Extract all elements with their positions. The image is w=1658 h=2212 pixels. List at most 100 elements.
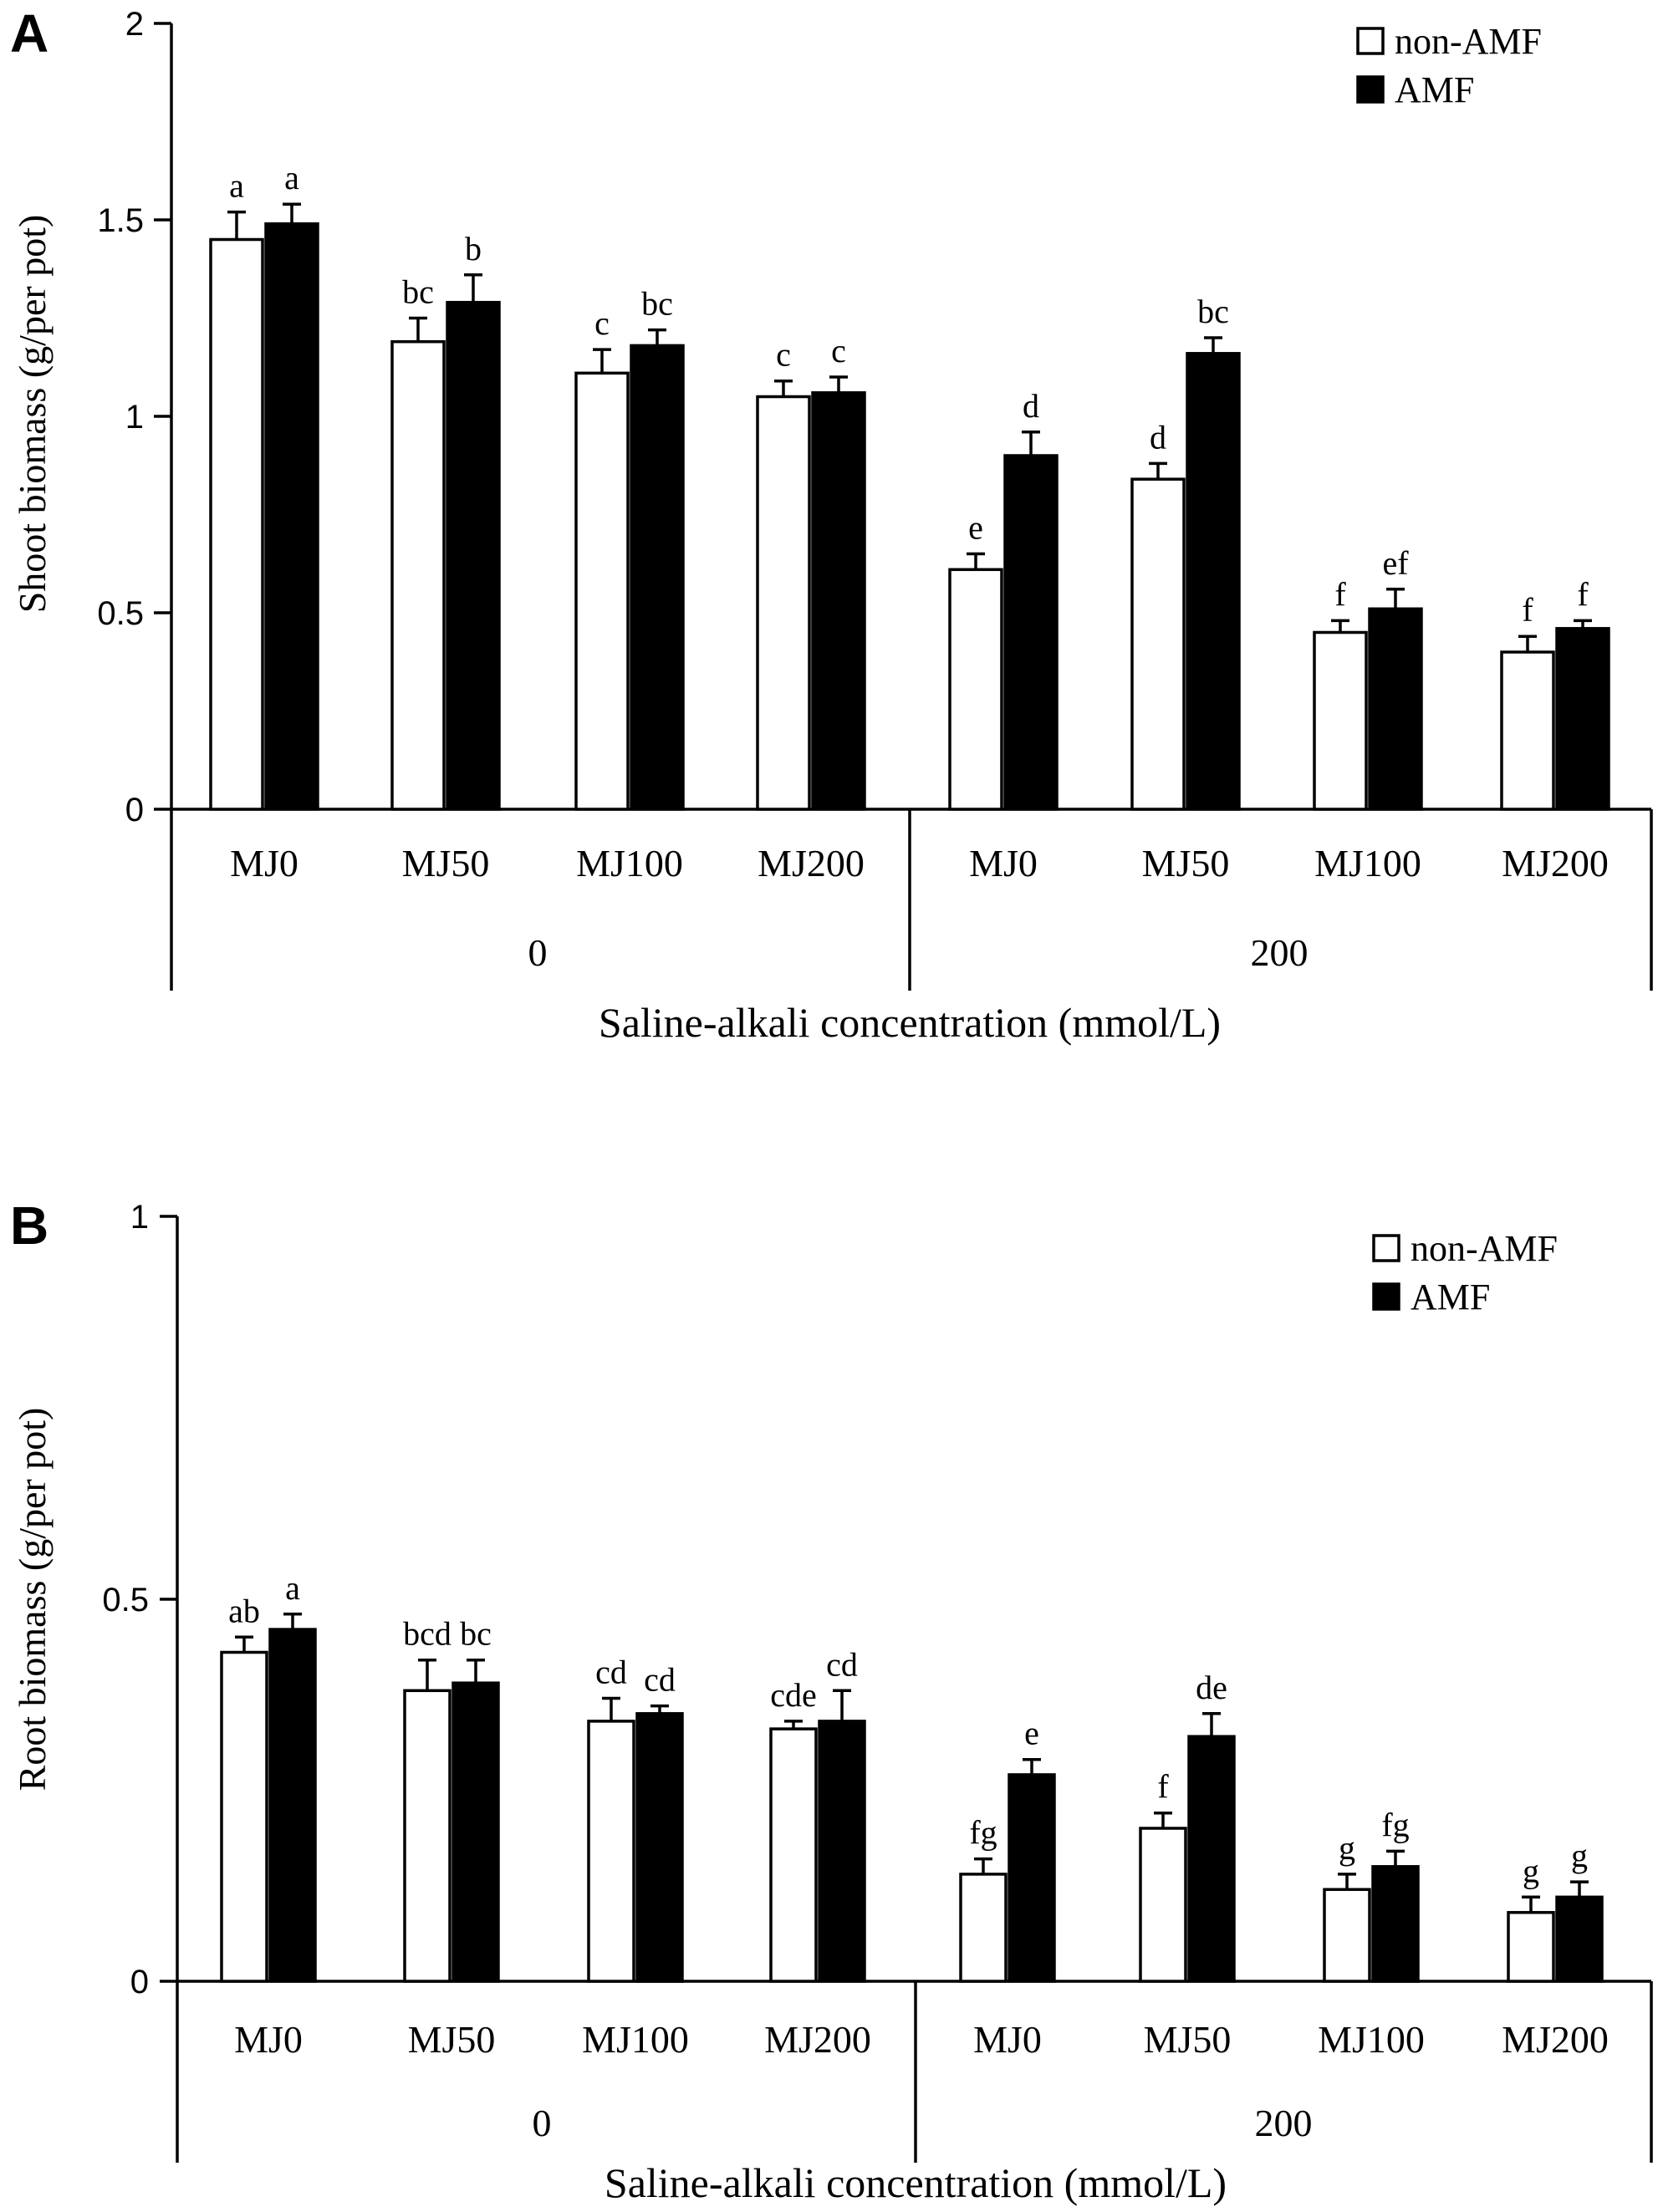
- panel-b-legend-label-non-amf: non-AMF: [1411, 1228, 1558, 1269]
- panel-b-bar-non-amf: [1139, 1827, 1187, 1983]
- panel-b-category-label: MJ200: [1502, 2018, 1609, 2061]
- panel-a-bar-non-amf: [209, 237, 264, 811]
- panel-b: B 1 0.5 0 Root biomass (g/per pot) MJ0 M…: [10, 1195, 1653, 2206]
- panel-b-bar-amf: [268, 1628, 317, 1983]
- panel-a-category-label: MJ50: [402, 842, 490, 884]
- panel-a-bar-non-amf: [574, 371, 630, 811]
- panel-a-legend-label-non-amf: non-AMF: [1395, 21, 1542, 62]
- panel-a-bar-amf: [1003, 454, 1059, 811]
- panel-a-category-label: MJ100: [576, 842, 683, 884]
- panel-a-significance-label-non-amf: a: [229, 167, 244, 205]
- panel-b-category-label: MJ50: [1144, 2018, 1232, 2061]
- panel-a-ytick-label: 0.5: [97, 595, 144, 632]
- panel-b-category-label: MJ0: [973, 2018, 1042, 2061]
- panel-b-bar-non-amf: [220, 1650, 268, 1983]
- panel-b-category-label: MJ100: [1318, 2018, 1425, 2061]
- panel-b-bar-amf: [1008, 1773, 1056, 1983]
- panel-b-ytick-label: 0: [130, 1964, 149, 2000]
- panel-a-significance-label-non-amf: bc: [402, 273, 434, 311]
- panel-a-category-label: MJ100: [1314, 842, 1421, 884]
- panel-b-bar-amf: [1187, 1735, 1236, 1983]
- panel-b-group-label: 200: [1255, 2102, 1313, 2144]
- panel-a-category-label: MJ200: [1502, 842, 1609, 884]
- panel-b-y-axis-title: Root biomass (g/per pot): [11, 1408, 54, 1792]
- panel-b-significance-label-amf: bc: [460, 1615, 492, 1653]
- panel-b-category-label: MJ0: [234, 2018, 303, 2061]
- panel-b-bar-non-amf: [959, 1873, 1008, 1983]
- panel-a-group-label: 200: [1251, 931, 1309, 974]
- panel-a-bar-amf: [1368, 607, 1423, 811]
- panel-a-letter: A: [10, 3, 48, 64]
- panel-b-significance-label-non-amf: g: [1523, 1852, 1539, 1889]
- panel-a-category-label: MJ200: [758, 842, 865, 884]
- panel-b-bar-non-amf: [1323, 1888, 1371, 1983]
- panel-a-bar-non-amf: [1313, 630, 1368, 811]
- panel-a-bar-non-amf: [1130, 477, 1186, 811]
- panel-b-significance-label-amf: cd: [826, 1645, 858, 1683]
- panel-a-ytick-label: 2: [125, 6, 144, 43]
- panel-a-significance-label-amf: f: [1577, 575, 1589, 613]
- panel-a-group-label: 0: [528, 931, 548, 974]
- panel-a-significance-label-amf: ef: [1382, 544, 1409, 582]
- panel-b-legend-swatch-amf: [1372, 1282, 1400, 1311]
- panel-a-bar-non-amf: [1500, 650, 1555, 811]
- panel-b-letter: B: [10, 1195, 48, 1256]
- panel-a-x-axis-title: Saline-alkali concentration (mmol/L): [599, 999, 1221, 1046]
- panel-b-bar-amf: [1371, 1865, 1420, 1983]
- panel-b-significance-label-amf: a: [285, 1569, 300, 1607]
- panel-b-significance-label-amf: g: [1571, 1837, 1588, 1874]
- panel-a-significance-label-amf: b: [465, 230, 482, 268]
- panel-b-bar-amf: [818, 1720, 866, 1983]
- panel-b-bar-amf: [1555, 1895, 1604, 1983]
- panel-a-bar-amf: [446, 300, 501, 811]
- panel-a-legend-swatch-amf: [1356, 75, 1385, 104]
- panel-b-category-label: MJ100: [582, 2018, 689, 2061]
- panel-a-significance-label-amf: d: [1023, 387, 1039, 425]
- panel-b-significance-label-non-amf: ab: [228, 1592, 260, 1629]
- panel-b-bar-non-amf: [1507, 1910, 1555, 1983]
- panel-b-significance-label-non-amf: cde: [770, 1676, 817, 1714]
- panel-a-bar-amf: [1186, 352, 1241, 811]
- panel-a-significance-label-amf: a: [284, 159, 299, 196]
- panel-a-legend-swatch-non-amf: [1356, 27, 1385, 55]
- panel-a-significance-label-amf: bc: [1197, 293, 1229, 330]
- panel-b-significance-label-amf: fg: [1381, 1806, 1409, 1843]
- panel-a-category-label: MJ0: [230, 842, 298, 884]
- panel-b-bar-non-amf: [769, 1727, 818, 1983]
- panel-a-y-axis-title: Shoot biomass (g/per pot): [11, 215, 54, 614]
- panel-a-category-label: MJ0: [969, 842, 1038, 884]
- panel-a-significance-label-non-amf: e: [968, 509, 983, 547]
- panel-a-bar-non-amf: [948, 568, 1003, 811]
- panel-b-ytick-label: 0.5: [102, 1582, 149, 1618]
- panel-b-group-label: 0: [533, 2102, 552, 2144]
- panel-b-significance-label-non-amf: bcd: [403, 1615, 451, 1653]
- panel-b-significance-label-non-amf: g: [1339, 1829, 1355, 1867]
- panel-a-significance-label-non-amf: f: [1522, 591, 1533, 629]
- panel-a-category-label: MJ50: [1142, 842, 1230, 884]
- panel-b-significance-label-non-amf: cd: [595, 1654, 627, 1691]
- panel-a-significance-label-non-amf: f: [1334, 575, 1346, 613]
- panel-a-significance-label-non-amf: c: [776, 336, 791, 374]
- panel-b-ytick-label: 1: [130, 1199, 149, 1236]
- panel-a-significance-label-amf: c: [831, 332, 846, 370]
- panel-a-bar-amf: [264, 222, 319, 811]
- panel-a-ytick-label: 0: [125, 792, 144, 828]
- panel-a-bar-amf: [1555, 627, 1610, 811]
- panel-a-bar-amf: [630, 344, 685, 811]
- panel-a-bar-non-amf: [390, 339, 446, 811]
- panel-a-ytick-label: 1.5: [97, 202, 144, 239]
- panel-b-bar-amf: [635, 1712, 684, 1983]
- panel-b-category-label: MJ50: [408, 2018, 496, 2061]
- panel-a-significance-label-non-amf: d: [1150, 418, 1166, 456]
- panel-a-bar-amf: [811, 391, 866, 811]
- panel-b-legend-label-amf: AMF: [1411, 1277, 1490, 1318]
- panel-a-bar-non-amf: [756, 395, 811, 811]
- panel-a-significance-label-amf: bc: [641, 285, 673, 323]
- panel-b-category-label: MJ200: [764, 2018, 871, 2061]
- panel-b-legend-swatch-non-amf: [1372, 1234, 1400, 1262]
- panel-b-significance-label-amf: cd: [644, 1661, 676, 1699]
- panel-b-bar-non-amf: [587, 1720, 635, 1983]
